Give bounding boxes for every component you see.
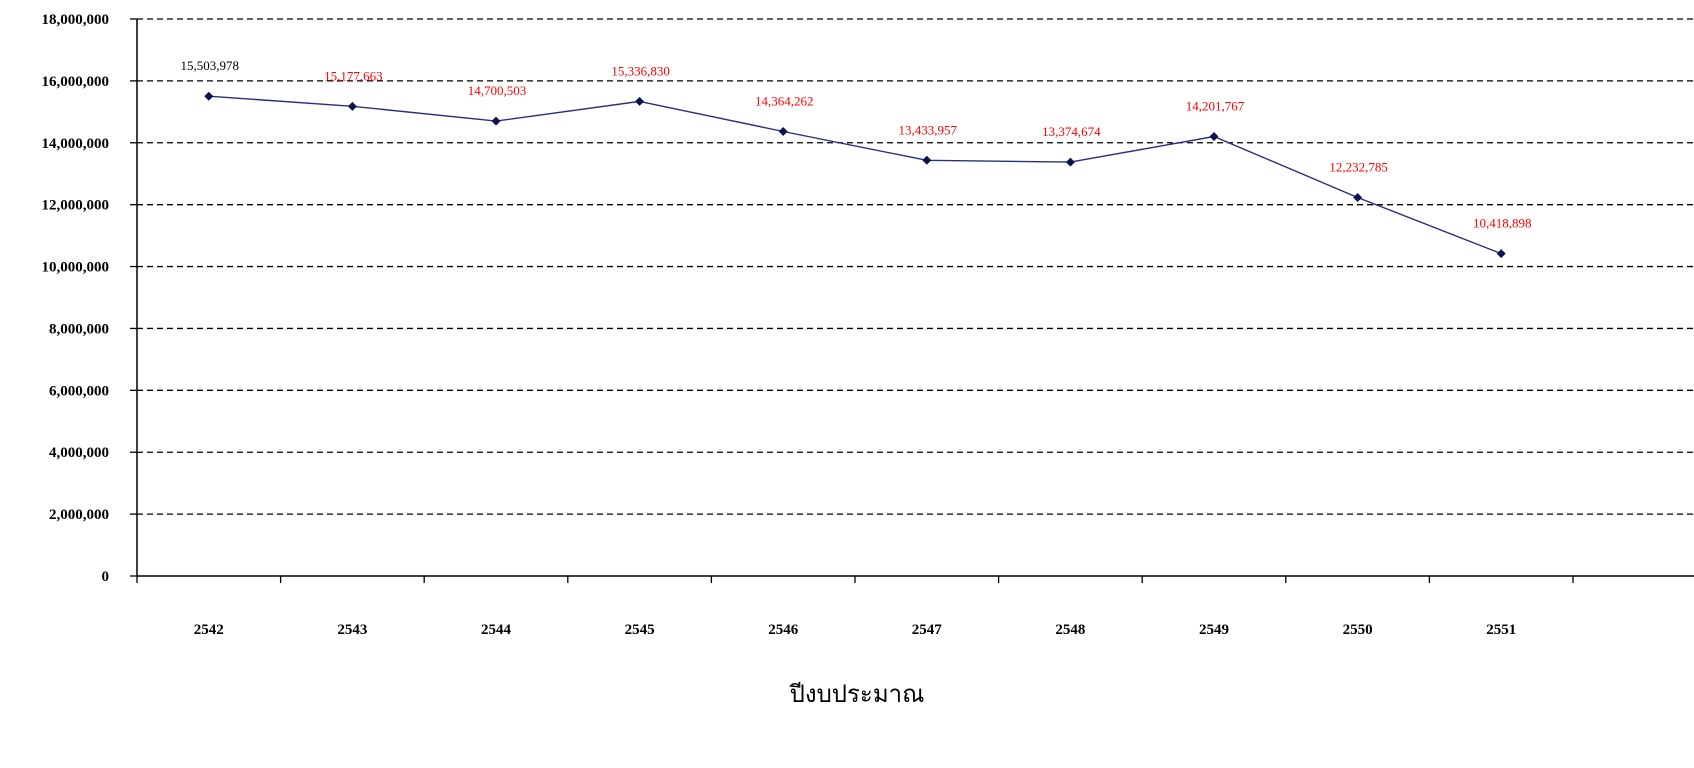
data-label: 14,364,262 [755,94,814,109]
x-axis-title: ปีงบประมาณ [789,680,925,708]
axes [130,18,1694,583]
data-point-marker [922,155,932,165]
x-axis-tick-labels: 2542 2543 2544 2545 2546 2547 2548 2549 2550 2551 [194,622,1516,638]
x-tick-label: 2547 [912,622,943,638]
data-point-marker [1065,157,1075,167]
data-point-marker [778,127,788,137]
y-tick-label: 8,000,000 [49,321,109,337]
data-point-marker [635,96,645,106]
x-tick-label: 2545 [625,622,655,638]
y-tick-label: 14,000,000 [42,136,110,152]
data-point-marker [491,116,501,126]
data-label: 15,177,663 [324,68,383,83]
x-tick-label: 2548 [1055,622,1085,638]
x-tick-label: 2544 [481,622,512,638]
x-tick-label: 2546 [768,622,799,638]
data-label: 10,418,898 [1473,216,1532,231]
x-tick-label: 2542 [194,622,224,638]
x-tick-label: 2543 [337,622,367,638]
x-tick-label: 2549 [1199,622,1229,638]
data-point-marker [1496,249,1506,259]
data-point-markers [204,91,1506,259]
data-label: 14,700,503 [468,83,527,98]
data-labels: 15,503,978 15,177,663 14,700,503 15,336,830… [181,58,1532,230]
data-label: 15,503,978 [181,58,240,73]
x-tick-label: 2550 [1343,622,1373,638]
y-tick-label: 6,000,000 [49,383,109,399]
gridlines [137,18,1694,515]
data-point-marker [1353,192,1363,202]
series-line [208,95,1502,255]
data-label: 12,232,785 [1329,159,1388,174]
y-tick-label: 16,000,000 [42,74,110,90]
y-tick-label: 12,000,000 [42,198,110,214]
data-label: 13,374,674 [1042,124,1101,139]
y-tick-label: 18,000,000 [42,12,110,28]
data-label: 13,433,957 [899,122,958,137]
data-point-marker [1209,132,1219,142]
data-point-marker [347,101,357,111]
y-tick-label: 10,000,000 [42,260,110,276]
x-tick-label: 2551 [1486,622,1516,638]
y-tick-label: 2,000,000 [49,507,109,523]
y-axis-tick-labels: 0 2,000,000 4,000,000 6,000,000 8,000,000 10,… [42,12,110,585]
data-point-marker [204,91,214,101]
data-label: 15,336,830 [611,63,670,78]
y-tick-label: 0 [102,569,110,585]
series-line-layer [208,95,1502,255]
y-tick-label: 4,000,000 [49,445,109,461]
data-label: 14,201,767 [1186,99,1245,114]
